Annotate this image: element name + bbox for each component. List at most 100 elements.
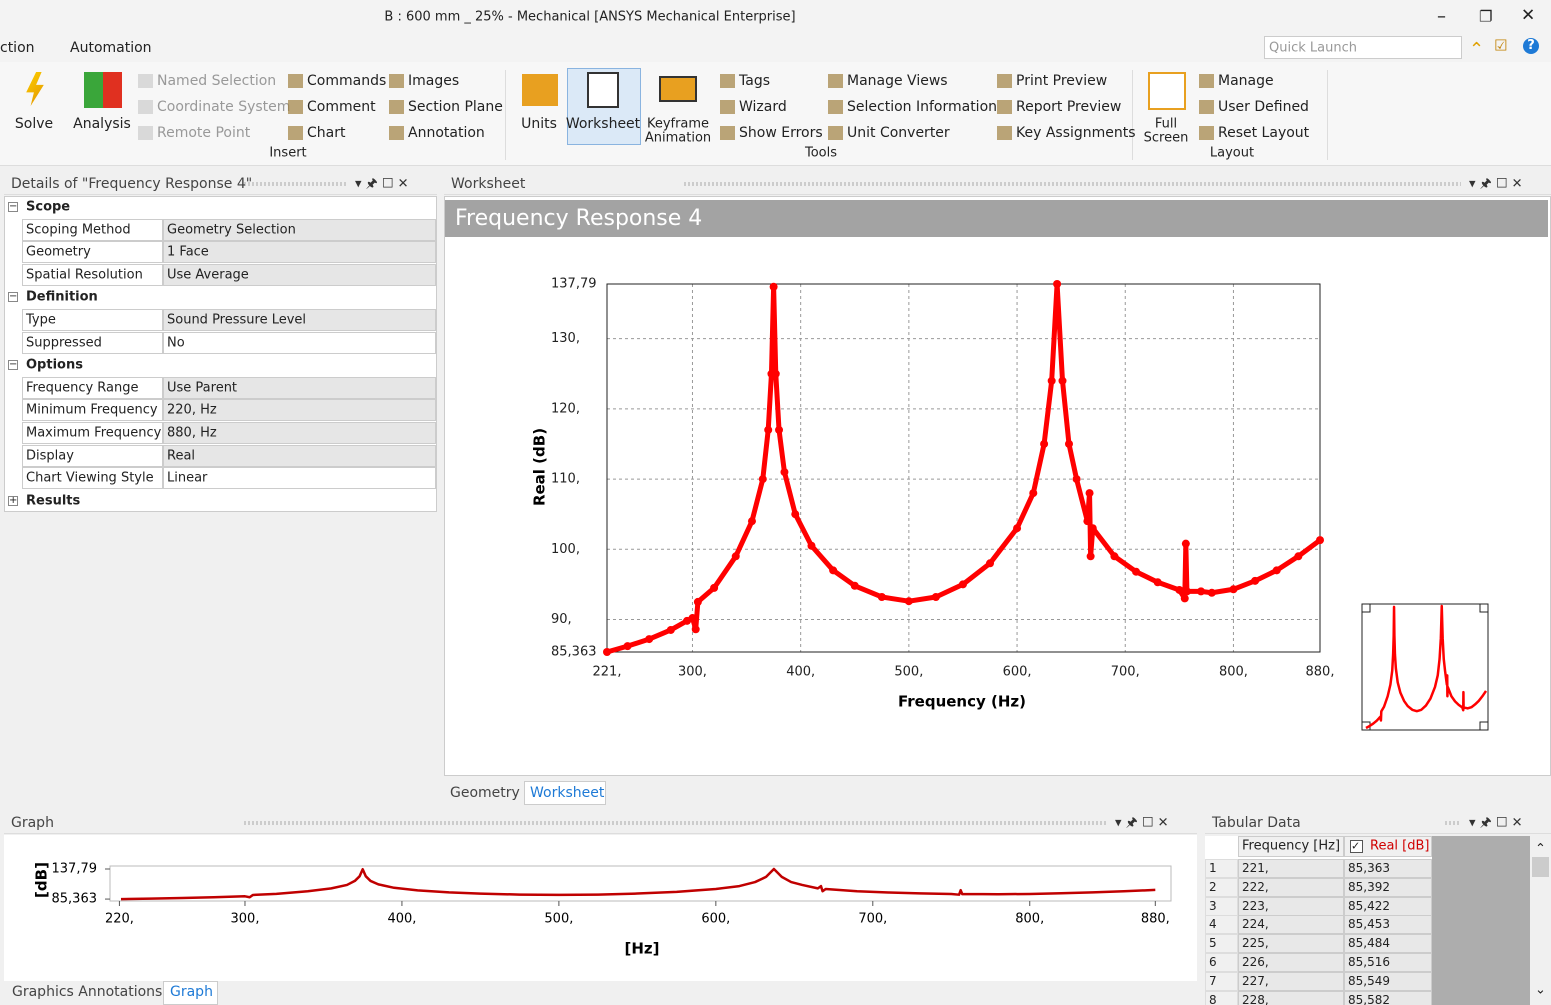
ribbon-button[interactable]: User Defined xyxy=(1218,99,1309,115)
panel-header xyxy=(1205,812,1551,834)
property-value-cell[interactable] xyxy=(163,376,436,399)
worksheet-banner xyxy=(445,200,1548,237)
expand-sign[interactable]: − xyxy=(9,201,18,212)
tab[interactable]: Geometry xyxy=(450,785,520,801)
property-value-cell[interactable] xyxy=(163,467,436,490)
restore-button[interactable]: ❐ xyxy=(1479,7,1493,26)
quick-launch[interactable] xyxy=(1264,36,1462,59)
worksheet-icon xyxy=(587,72,619,108)
expand-toggle[interactable] xyxy=(8,202,18,212)
table-cell-text: 224, xyxy=(1242,917,1269,932)
ribbon-button[interactable]: Worksheet xyxy=(565,116,641,132)
icon[interactable]: ☑ xyxy=(1494,36,1508,55)
ribbon-button[interactable]: Commands xyxy=(307,73,387,89)
minimize-button[interactable]: – xyxy=(1437,6,1446,27)
table-cell xyxy=(1238,953,1344,972)
table-cell-text: 85,453 xyxy=(1348,917,1390,932)
ribbon-button[interactable]: Remote Point xyxy=(157,125,251,141)
row-number: 5 xyxy=(1209,936,1217,951)
property-name: Frequency Range xyxy=(26,380,139,396)
ribbon-icon xyxy=(389,74,404,88)
group-name: Definition xyxy=(26,289,98,305)
property-name: Suppressed xyxy=(26,335,102,351)
menu-item[interactable]: Automation xyxy=(70,40,152,56)
expand-toggle[interactable] xyxy=(8,292,18,303)
tab[interactable]: Graphics Annotations xyxy=(12,984,163,1000)
ribbon-button[interactable]: Coordinate System xyxy=(157,99,291,115)
tab-active[interactable] xyxy=(163,981,218,1005)
ribbon-button[interactable]: Chart xyxy=(307,125,346,141)
ribbon-button[interactable]: Manage xyxy=(1218,73,1274,89)
icon[interactable]: ⌃ xyxy=(1535,841,1546,857)
property-value-cell[interactable] xyxy=(163,422,436,444)
group-name: Results xyxy=(26,493,81,509)
ribbon-icon xyxy=(138,74,153,88)
property-value-cell[interactable] xyxy=(163,263,436,286)
row-number: 4 xyxy=(1209,917,1217,932)
ribbon-icon xyxy=(138,100,153,114)
ribbon-button[interactable]: Images xyxy=(408,73,460,89)
ribbon-button[interactable]: Keyframe xyxy=(646,116,710,132)
panel-title: Worksheet xyxy=(451,176,526,192)
scroll-thumb xyxy=(1532,857,1549,877)
ribbon-button[interactable]: Show Errors xyxy=(739,125,823,141)
ribbon-button[interactable]: Print Preview xyxy=(1016,73,1108,89)
ribbon-button[interactable]: Screen xyxy=(1143,130,1189,146)
column-checkbox[interactable] xyxy=(1350,840,1363,853)
panel-controls[interactable]: ▾ 🖈 ☐ ✕ xyxy=(1115,815,1169,831)
expand-sign[interactable]: + xyxy=(9,494,18,506)
panel-controls[interactable]: ▾ 🖈 ☐ ✕ xyxy=(1469,815,1523,831)
expand-toggle[interactable] xyxy=(8,495,18,506)
property-value-cell[interactable] xyxy=(163,399,436,422)
tab-active-label[interactable]: Graph xyxy=(170,984,213,1000)
expand-sign[interactable]: − xyxy=(9,291,18,303)
table-cell xyxy=(1344,953,1432,972)
property-value-cell[interactable] xyxy=(163,331,436,354)
ribbon-button[interactable]: Selection Information xyxy=(847,99,998,115)
header-cell xyxy=(1344,836,1432,857)
property-value-cell[interactable] xyxy=(163,444,436,467)
ribbon-button[interactable]: Unit Converter xyxy=(847,125,950,141)
close-button[interactable]: ✕ xyxy=(1521,5,1536,26)
tab-active[interactable] xyxy=(524,781,606,805)
panel-controls[interactable]: ▾ 🖈 ☐ ✕ xyxy=(355,176,409,192)
table-cell xyxy=(1344,877,1432,897)
ribbon-button[interactable]: Animation xyxy=(644,130,712,146)
ribbon-button[interactable]: Key Assignments xyxy=(1016,125,1136,141)
property-value-cell[interactable] xyxy=(163,309,436,331)
expand-sign[interactable]: − xyxy=(9,359,18,371)
panel-header-grip xyxy=(244,182,347,186)
icon[interactable]: ⌄ xyxy=(1535,982,1546,998)
ribbon-button[interactable]: Section Plane xyxy=(408,99,503,115)
ribbon-button[interactable]: Named Selection xyxy=(157,73,277,89)
ribbon-button[interactable]: Reset Layout xyxy=(1218,125,1310,141)
ribbon-button[interactable]: Manage Views xyxy=(847,73,948,89)
menu-item[interactable]: ction xyxy=(0,40,35,56)
icon[interactable]: ✓ xyxy=(1351,839,1361,853)
row-number: 2 xyxy=(1209,879,1217,894)
tab-active-label[interactable]: Worksheet xyxy=(530,785,605,801)
ribbon-button[interactable]: Tags xyxy=(739,73,770,89)
ribbon-button[interactable]: Analysis xyxy=(73,116,131,132)
ribbon-icon xyxy=(288,126,303,140)
ribbon-button[interactable]: Report Preview xyxy=(1016,99,1122,115)
ribbon-button[interactable]: Units xyxy=(521,116,557,132)
ribbon-button[interactable]: Annotation xyxy=(408,125,485,141)
table-cell-text: 85,582 xyxy=(1348,992,1390,1005)
column-header: Real [dB] xyxy=(1370,838,1430,854)
icon[interactable]: ? xyxy=(1523,38,1539,54)
ribbon-button[interactable]: Full xyxy=(1154,116,1178,132)
ribbon-icon xyxy=(720,74,735,88)
ribbon-button[interactable]: Wizard xyxy=(739,99,787,115)
property-value-cell[interactable] xyxy=(163,241,436,264)
ribbon-button[interactable]: Solve xyxy=(14,116,54,132)
table-cell-text: 228, xyxy=(1242,992,1269,1005)
ribbon-button[interactable]: Comment xyxy=(307,99,376,115)
icon[interactable]: ⌃ xyxy=(1469,39,1485,60)
analysis-icon xyxy=(84,72,122,108)
expand-toggle[interactable] xyxy=(8,360,18,371)
property-value-cell[interactable] xyxy=(163,218,436,241)
full-screen-icon xyxy=(1148,72,1186,110)
panel-controls[interactable]: ▾ 🖈 ☐ ✕ xyxy=(1469,176,1523,192)
